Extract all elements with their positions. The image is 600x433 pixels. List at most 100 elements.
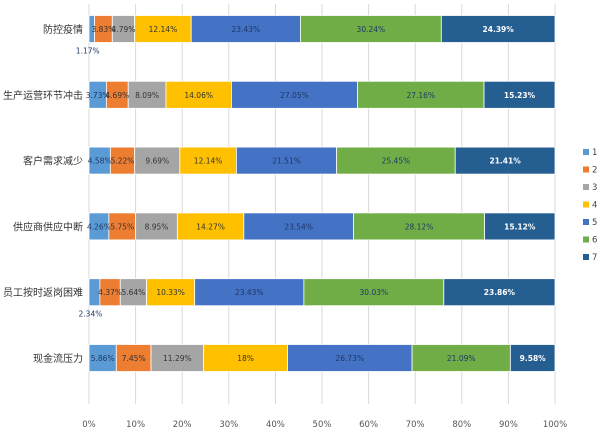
data-label: 30.03% — [360, 288, 389, 297]
category-label: 员工按时返岗困难 — [3, 286, 83, 299]
legend-label: 6 — [592, 236, 597, 246]
legend-swatch — [583, 254, 589, 260]
bar-segment — [135, 212, 178, 241]
legend-label: 5 — [592, 218, 597, 228]
bar-segment — [179, 146, 237, 175]
bar-segment — [235, 146, 338, 175]
category-label: 防控疫情 — [43, 23, 83, 36]
data-label: 10.33% — [156, 288, 185, 297]
data-label: 8.95% — [145, 222, 169, 231]
data-label: 15.23% — [504, 91, 536, 100]
bar-segment — [150, 344, 205, 372]
bar-segment — [483, 80, 556, 109]
legend-swatch — [583, 201, 589, 208]
bar-segment — [108, 212, 137, 241]
legend-label: 4 — [592, 201, 597, 211]
bar-segment — [353, 212, 485, 241]
data-label: 15.12% — [504, 222, 536, 231]
data-label: 4.58% — [88, 157, 112, 166]
data-label: 4.79% — [112, 25, 136, 34]
bar-segment — [454, 146, 556, 175]
data-label: 5.75% — [110, 222, 134, 231]
data-label: 18% — [237, 354, 254, 363]
category-label: 生产运营环节冲击 — [3, 89, 83, 102]
value-axis: 0% 10% 20% 30% 40% 50% 60% 70% 80% 90% 100% — [82, 420, 567, 430]
data-label: 4.26% — [87, 222, 111, 231]
bar-segment — [176, 212, 245, 241]
bar-segment — [127, 80, 167, 109]
data-label: 21.41% — [489, 157, 521, 166]
bar-segment — [411, 344, 511, 372]
bar-segment — [115, 344, 152, 372]
x-tick-label: 70% — [406, 420, 425, 430]
legend-swatch — [583, 184, 589, 190]
data-label: 12.14% — [149, 25, 178, 34]
data-label: 3.73% — [86, 91, 110, 100]
data-label: 4.37% — [98, 288, 122, 297]
data-label: 9.69% — [145, 157, 169, 166]
bar-segment — [88, 344, 117, 372]
data-label: 23.43% — [231, 25, 260, 34]
bar-segment — [231, 80, 358, 109]
bars — [88, 15, 556, 372]
data-label: 1.17% — [76, 47, 100, 56]
legend-label: 3 — [592, 183, 597, 193]
bar-segment — [287, 344, 413, 372]
data-label: 2.34% — [79, 310, 103, 319]
data-label: 25.45% — [382, 157, 411, 166]
data-label: 7.45% — [122, 354, 146, 363]
legend-swatch — [583, 166, 589, 173]
bar-segment — [165, 80, 232, 109]
data-label: 30.24% — [357, 25, 386, 34]
data-label: 27.16% — [406, 91, 435, 100]
x-tick-label: 10% — [126, 420, 145, 430]
x-tick-label: 20% — [173, 420, 192, 430]
data-label: 14.06% — [184, 91, 213, 100]
bar-segment — [357, 80, 485, 109]
category-label: 客户需求减少 — [23, 155, 83, 168]
x-tick-label: 30% — [219, 420, 238, 430]
data-label: 14.27% — [196, 222, 225, 231]
bar-segment — [243, 212, 354, 241]
data-label: 9.58% — [520, 354, 547, 363]
data-label: 12.14% — [194, 157, 223, 166]
data-label: 23.43% — [235, 288, 264, 297]
legend-swatch — [583, 236, 589, 243]
x-tick-label: 40% — [266, 420, 285, 430]
x-tick-label: 50% — [313, 420, 332, 430]
data-label: 23.86% — [484, 288, 516, 297]
category-label: 供应商供应中断 — [13, 220, 83, 233]
data-label: 5.86% — [91, 354, 115, 363]
data-label: 21.51% — [272, 157, 301, 166]
x-tick-label: 100% — [543, 420, 567, 430]
data-label: 28.12% — [405, 222, 434, 231]
bar-segment — [299, 15, 442, 43]
legend-label: 1 — [592, 148, 597, 158]
bar-segment — [443, 278, 556, 307]
data-label: 4.69% — [105, 91, 129, 100]
data-label: 8.09% — [135, 91, 159, 100]
data-label: 27.05% — [280, 91, 309, 100]
legend: 1 2 3 4 5 6 7 — [583, 148, 597, 263]
legend-label: 2 — [592, 166, 597, 176]
data-label: 26.73% — [335, 354, 364, 363]
data-label: 5.64% — [121, 288, 145, 297]
legend-label: 7 — [592, 253, 597, 263]
bar-segment — [303, 278, 445, 307]
legend-swatch — [583, 149, 589, 155]
bar-segment — [440, 15, 556, 43]
data-label: 24.39% — [483, 25, 515, 34]
gridlines — [88, 4, 556, 404]
bar-segment — [146, 278, 196, 307]
bar-segment — [509, 344, 556, 372]
data-labels: 1.17% 3.83%4.79% 12.14% 23.43% 30.24% 24.39% 3… — [76, 25, 546, 363]
data-label: 11.29% — [163, 354, 192, 363]
bar-segment — [134, 15, 192, 43]
x-tick-label: 90% — [499, 420, 518, 430]
x-tick-label: 80% — [452, 420, 471, 430]
bar-segment — [119, 278, 147, 307]
data-label: 3.83% — [91, 25, 115, 34]
bar-segment — [484, 212, 556, 241]
